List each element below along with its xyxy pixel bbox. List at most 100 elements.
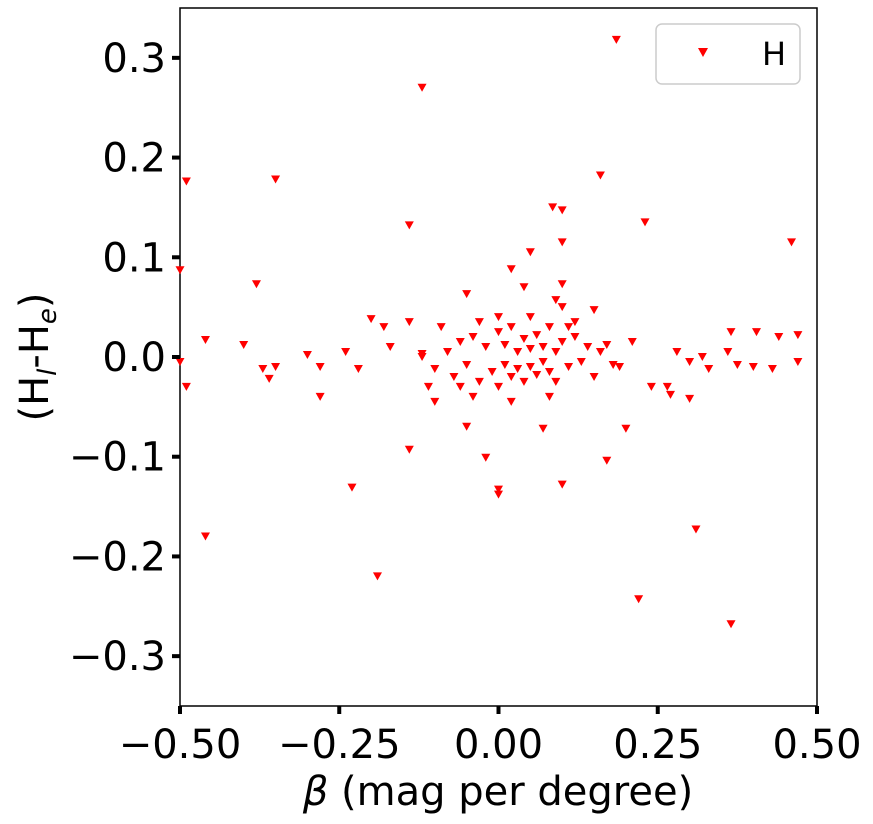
- data-point: [481, 343, 491, 352]
- data-point: [404, 445, 414, 454]
- data-point: [462, 360, 472, 369]
- data-point: [443, 348, 453, 357]
- ticks-layer: −0.50 −0.25 0.00 0.25 0.50 −0.3 −0.2 −0.1 0.0 0.1…: [69, 36, 862, 768]
- y-axis-label: (Hl-He): [12, 292, 63, 421]
- data-point: [455, 338, 465, 347]
- data-point: [417, 83, 427, 92]
- x-tick-label: 0.25: [613, 722, 702, 768]
- data-point: [564, 323, 574, 332]
- data-point: [685, 357, 695, 366]
- legend: H: [655, 23, 801, 85]
- data-point: [551, 296, 561, 305]
- data-point: [455, 382, 465, 391]
- data-point: [774, 333, 784, 342]
- data-point: [564, 362, 574, 371]
- data-point: [767, 364, 777, 373]
- data-point: [506, 372, 516, 381]
- data-point: [697, 353, 707, 361]
- data-point: [665, 390, 675, 399]
- plot-area: [175, 7, 818, 707]
- data-point: [672, 348, 682, 357]
- data-point: [793, 331, 803, 340]
- data-point: [175, 266, 185, 275]
- data-point: [662, 382, 672, 391]
- y-tick-label: 0.2: [102, 136, 166, 182]
- data-point: [602, 456, 612, 465]
- data-point: [640, 218, 650, 227]
- data-point: [602, 341, 612, 350]
- data-point: [551, 377, 561, 386]
- data-point: [557, 280, 567, 289]
- data-point: [748, 362, 758, 371]
- data-point: [551, 348, 561, 357]
- data-point: [487, 367, 497, 376]
- data-point: [347, 483, 357, 492]
- data-point: [462, 422, 472, 431]
- data-point: [751, 328, 761, 337]
- data-point: [404, 318, 414, 327]
- data-point: [557, 338, 567, 347]
- data-point: [513, 364, 523, 373]
- data-point: [704, 364, 714, 373]
- points-layer: [175, 35, 803, 629]
- data-point: [519, 283, 529, 292]
- data-point: [621, 424, 631, 433]
- data-point: [634, 595, 644, 604]
- data-point: [595, 348, 605, 357]
- data-point: [544, 392, 554, 401]
- data-point: [468, 333, 478, 342]
- data-point: [583, 343, 593, 352]
- data-point: [302, 351, 312, 360]
- data-point: [315, 392, 325, 401]
- data-point: [353, 364, 363, 373]
- data-point: [462, 290, 472, 299]
- data-point: [404, 221, 414, 230]
- data-point: [793, 357, 803, 366]
- data-point: [366, 315, 376, 324]
- data-point: [315, 362, 325, 371]
- data-point: [500, 360, 510, 369]
- data-point: [525, 345, 535, 354]
- data-point: [557, 206, 567, 215]
- data-point: [506, 397, 516, 406]
- y-tick-label: 0.1: [102, 235, 166, 281]
- data-point: [615, 362, 625, 371]
- data-point: [271, 362, 281, 371]
- data-point: [589, 306, 599, 315]
- data-point: [474, 377, 484, 386]
- data-point: [251, 280, 261, 289]
- data-point: [385, 343, 395, 352]
- data-point: [430, 397, 440, 406]
- data-point: [732, 360, 742, 369]
- data-point: [436, 323, 446, 332]
- data-point: [787, 238, 797, 247]
- legend-entry-label: H: [762, 35, 786, 73]
- data-point: [691, 525, 701, 534]
- data-point: [538, 424, 548, 433]
- data-point: [646, 382, 656, 391]
- x-tick-label: 0.00: [454, 722, 543, 768]
- data-point: [423, 382, 433, 391]
- data-point: [525, 313, 535, 322]
- data-point: [726, 328, 736, 337]
- data-point: [481, 453, 491, 462]
- data-point: [548, 203, 558, 212]
- y-tick-label: −0.3: [69, 634, 166, 680]
- y-tick-label: 0.0: [102, 335, 166, 381]
- data-point: [258, 364, 268, 373]
- data-point: [576, 357, 586, 366]
- plot-frame: [179, 7, 818, 707]
- data-point: [538, 343, 548, 352]
- x-tick-label: −0.25: [278, 722, 401, 768]
- data-point: [595, 171, 605, 180]
- data-point: [181, 382, 191, 391]
- data-point: [181, 177, 191, 186]
- legend-frame: [655, 23, 801, 85]
- x-tick-label: −0.50: [119, 722, 242, 768]
- data-point: [525, 362, 535, 371]
- data-point: [557, 238, 567, 247]
- data-point: [506, 323, 516, 332]
- data-point: [608, 360, 618, 369]
- data-point: [200, 532, 210, 541]
